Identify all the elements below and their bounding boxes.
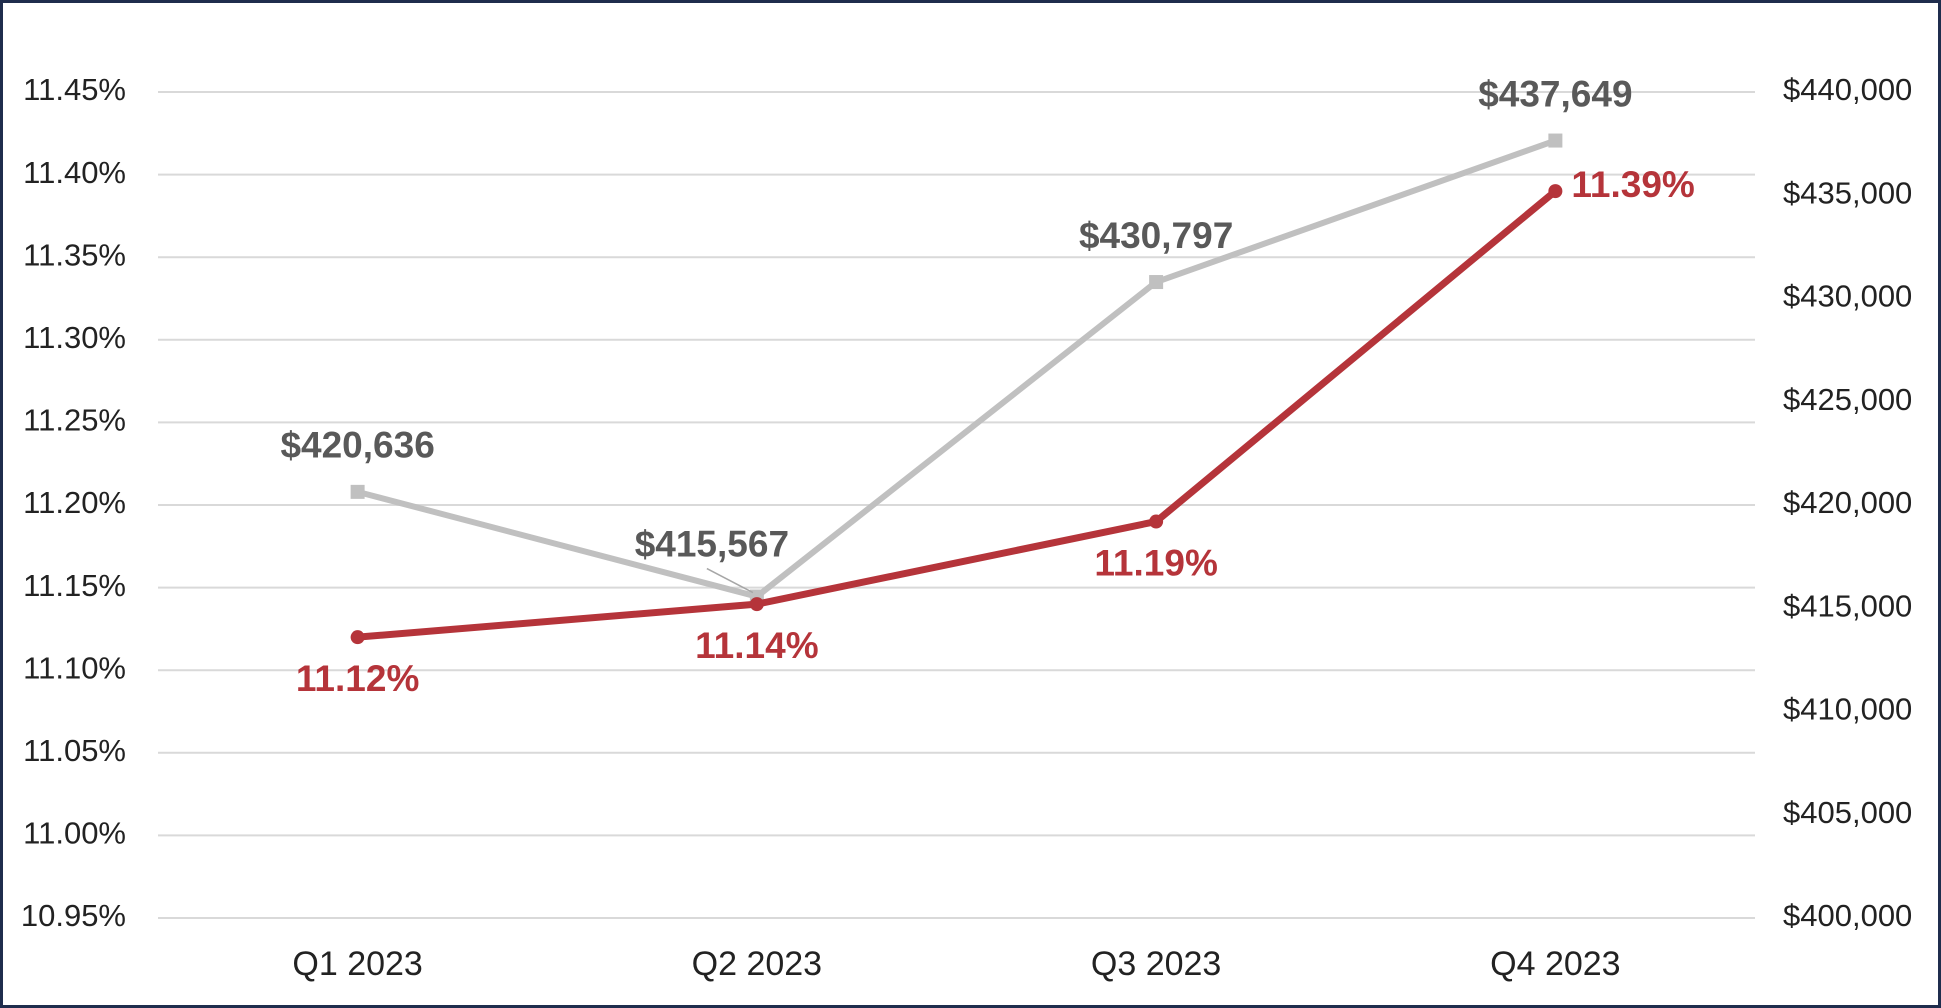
data-label: 11.19% bbox=[1094, 542, 1217, 583]
y2-tick-label: $405,000 bbox=[1783, 795, 1912, 830]
data-label: 11.14% bbox=[695, 625, 818, 666]
y2-tick-label: $425,000 bbox=[1783, 382, 1912, 417]
x-tick-label: Q2 2023 bbox=[692, 945, 822, 983]
marker bbox=[350, 484, 365, 499]
data-label: $430,797 bbox=[1079, 215, 1233, 256]
y2-tick-label: $440,000 bbox=[1783, 72, 1912, 107]
y-tick-label: 11.15% bbox=[23, 568, 126, 603]
y-tick-label: 10.95% bbox=[21, 898, 126, 933]
y-tick-label: 11.20% bbox=[23, 485, 126, 520]
y2-tick-label: $420,000 bbox=[1783, 485, 1912, 520]
series-line bbox=[356, 137, 1557, 600]
y2-tick-label: $410,000 bbox=[1783, 692, 1912, 727]
y2-tick-label: $400,000 bbox=[1783, 898, 1912, 933]
x-tick-label: Q4 2023 bbox=[1490, 945, 1620, 983]
y-tick-label: 11.40% bbox=[23, 155, 126, 190]
y-tick-label: 11.30% bbox=[23, 320, 126, 355]
y-tick-label: 11.25% bbox=[23, 403, 126, 438]
y-tick-label: 11.05% bbox=[23, 733, 126, 768]
marker bbox=[1548, 133, 1563, 148]
y2-tick-label: $415,000 bbox=[1783, 588, 1912, 623]
data-label: $415,567 bbox=[635, 523, 789, 564]
y2-tick-label: $430,000 bbox=[1783, 279, 1912, 314]
data-label: 11.39% bbox=[1571, 164, 1694, 205]
y-tick-label: 11.45% bbox=[23, 72, 126, 107]
marker bbox=[1149, 275, 1164, 290]
marker bbox=[1149, 514, 1164, 529]
marker bbox=[350, 630, 365, 645]
x-tick-label: Q1 2023 bbox=[292, 945, 422, 983]
data-label: $437,649 bbox=[1478, 73, 1632, 114]
data-label: 11.12% bbox=[296, 658, 419, 699]
y-tick-label: 11.10% bbox=[23, 650, 126, 685]
data-label: $420,636 bbox=[280, 425, 434, 466]
marker bbox=[1548, 184, 1563, 199]
x-tick-label: Q3 2023 bbox=[1091, 945, 1221, 983]
y-tick-label: 11.00% bbox=[23, 816, 126, 851]
y-tick-label: 11.35% bbox=[23, 237, 126, 272]
y2-tick-label: $435,000 bbox=[1783, 175, 1912, 210]
leader-line bbox=[706, 567, 754, 594]
series-line bbox=[357, 188, 1558, 641]
marker bbox=[749, 597, 764, 612]
